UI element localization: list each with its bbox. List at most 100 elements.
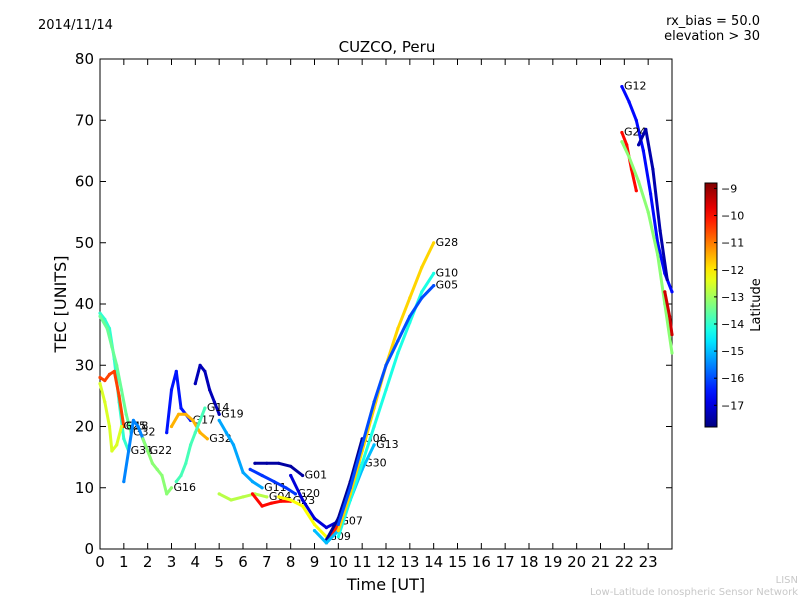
data-point — [260, 486, 264, 490]
data-point — [103, 400, 107, 404]
series-track — [253, 461, 305, 477]
data-point — [105, 326, 109, 331]
data-point — [150, 461, 154, 465]
y-tick-label: 30 — [75, 356, 94, 374]
data-point — [634, 118, 638, 122]
x-tick-label: 20 — [567, 553, 586, 571]
data-point — [184, 461, 188, 465]
x-tick-label: 10 — [329, 553, 348, 571]
data-point — [284, 486, 288, 490]
data-point — [301, 473, 305, 478]
data-point — [408, 320, 412, 324]
data-point — [115, 363, 119, 367]
data-point — [620, 130, 624, 135]
colorbar-tick-label: −13 — [721, 291, 744, 304]
series-label: G28 — [436, 236, 459, 249]
data-point — [136, 424, 140, 429]
data-point — [289, 473, 293, 478]
data-point — [169, 388, 174, 392]
data-point — [336, 529, 340, 533]
data-point — [107, 372, 112, 376]
data-point — [155, 467, 159, 471]
series-label: G12 — [624, 80, 647, 93]
data-point — [658, 228, 662, 233]
x-tick-label: 14 — [424, 553, 443, 571]
data-point — [289, 498, 293, 502]
data-point — [241, 470, 245, 474]
x-tick-label: 15 — [448, 553, 467, 571]
elevation-label: elevation > 30 — [664, 29, 760, 44]
data-point — [179, 406, 183, 410]
data-point — [637, 143, 641, 147]
data-point — [198, 418, 202, 422]
data-point — [360, 461, 364, 465]
y-tick-label: 10 — [75, 479, 94, 497]
x-tick-label: 23 — [639, 553, 658, 571]
data-point — [420, 265, 424, 269]
data-point — [348, 486, 352, 490]
data-point — [396, 339, 400, 343]
data-point — [384, 388, 388, 392]
x-tick-label: 12 — [376, 553, 395, 571]
data-point — [360, 443, 364, 447]
data-point — [112, 369, 116, 373]
data-point — [212, 400, 216, 404]
data-point — [107, 424, 112, 429]
date-label: 2014/11/14 — [38, 18, 113, 33]
y-tick-label: 80 — [75, 50, 94, 68]
data-point — [177, 412, 181, 416]
series-track — [620, 131, 638, 193]
data-point — [336, 522, 340, 527]
data-point — [670, 351, 674, 355]
data-point — [656, 241, 660, 245]
data-point — [620, 85, 624, 89]
data-point — [193, 382, 197, 386]
data-point — [324, 541, 328, 545]
y-tick-label: 50 — [75, 234, 94, 252]
colorbar-tick-label: −16 — [721, 372, 744, 385]
footer-line-short: LISN — [775, 575, 798, 586]
series-label: G19 — [221, 407, 244, 420]
data-point — [165, 492, 169, 496]
data-point — [651, 167, 655, 171]
data-point — [336, 535, 340, 539]
data-point — [103, 379, 107, 383]
series-label: G16 — [174, 481, 197, 494]
series-track — [620, 85, 674, 294]
plot-frame — [99, 58, 673, 550]
data-point — [117, 394, 121, 398]
data-point — [372, 400, 376, 404]
data-point — [250, 492, 255, 496]
data-point — [279, 499, 283, 503]
x-tick-label: 2 — [143, 553, 153, 571]
colorbar-tick-label: −17 — [721, 399, 744, 412]
series-label: G24 — [624, 126, 647, 139]
data-point — [98, 375, 102, 380]
data-point — [272, 480, 276, 484]
data-point — [432, 271, 436, 275]
colorbar-label: Latitude — [749, 278, 764, 332]
data-point — [620, 140, 624, 144]
data-point — [122, 424, 126, 429]
colorbar-tick-label: −9 — [721, 182, 737, 195]
data-point — [432, 241, 436, 245]
data-point — [289, 464, 293, 468]
data-point — [260, 504, 264, 508]
y-tick-label: 40 — [75, 295, 94, 313]
data-point — [277, 495, 281, 499]
data-point — [160, 473, 164, 478]
x-tick-label: 3 — [167, 553, 177, 571]
data-point — [668, 314, 672, 318]
chart-title: CUZCO, Peru — [338, 38, 436, 56]
data-point — [122, 437, 126, 441]
x-tick-label: 7 — [262, 553, 272, 571]
data-point — [312, 516, 317, 521]
series-label: G10 — [436, 266, 459, 279]
data-point — [122, 480, 126, 484]
data-point — [253, 461, 257, 465]
data-point — [198, 431, 202, 435]
x-tick-label: 9 — [310, 553, 320, 571]
series-label: G30 — [364, 456, 387, 469]
series-label: G20 — [297, 487, 320, 500]
